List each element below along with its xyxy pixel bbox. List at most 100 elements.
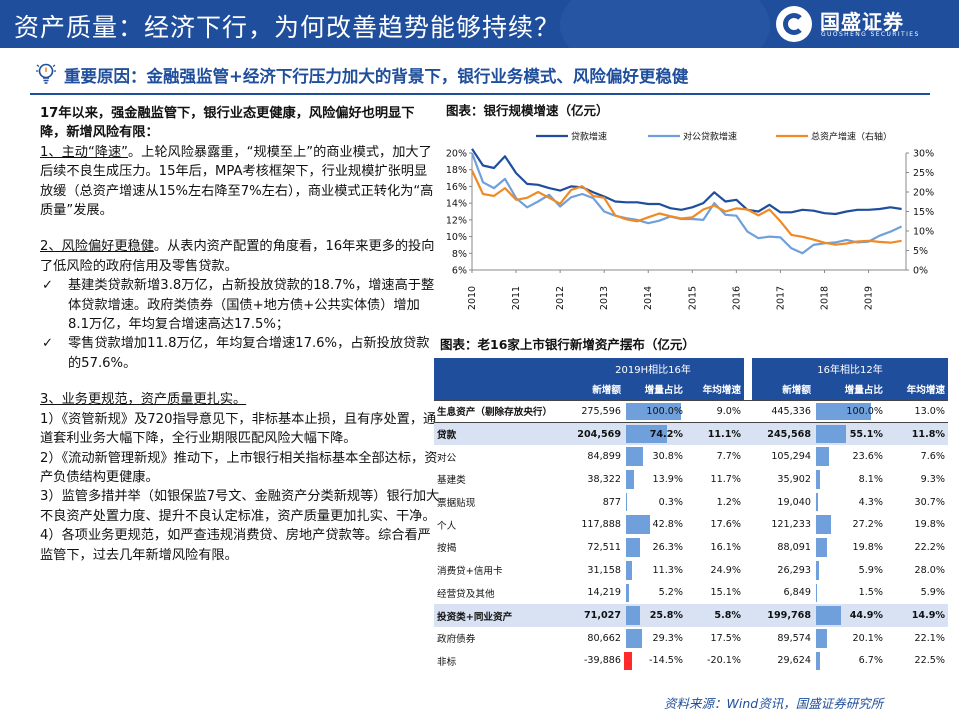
row-label: 按揭 [434,536,562,559]
row-label: 消费贷+信用卡 [434,559,562,582]
header-decoration [560,0,770,48]
annual-growth-cell-value: 9.0% [716,405,741,417]
column-gap [744,422,752,446]
new-amount-cell: 6,849 [752,582,814,605]
annual-growth-cell-value: 22.5% [914,655,946,667]
share-cell-value: 27.2% [852,519,883,531]
share-cell-value: 100.0% [846,405,883,417]
bullet-2-text: 零售贷款增加11.8万亿，年均复合增速17.6%，占新投放贷款的57.6%。 [68,336,430,371]
annual-growth-cell: 9.3% [886,468,948,491]
share-data-bar [816,492,819,512]
new-amount-cell: 84,899 [562,445,624,468]
new-amount-cell: 121,233 [752,513,814,536]
chart-title: 图表：银行规模增速（亿元） [446,103,609,118]
y-right-tick-label: 15% [913,207,934,218]
key-reason-heading: 重要原因：金融强监管+经济下行压力加大的背景下，银行业务模式、风险偏好更稳健 [64,67,689,86]
annual-growth-cell: 11.8% [886,422,949,446]
share-cell-value: 25.8% [649,610,683,622]
bank-growth-line-chart: 6% 8% 10% 12% 14% 16% 18% 20% 0% 5% 10% 15% 20% 25% 30… [446,131,934,311]
new-amount-cell: 245,568 [752,422,814,446]
share-cell-value: 0.3% [658,496,683,508]
new-amount-cell: 445,336 [752,399,814,424]
bullet-1-text: 基建类贷款新增3.8万亿，占新投放贷款的18.7%，增速高于整体贷款增速。政府类… [68,278,435,333]
share-negative-data-bar [624,651,632,671]
annual-growth-cell-value: 13.0% [914,405,946,417]
share-cell: 74.2% [624,422,686,446]
check-icon: ✓ [42,336,54,352]
new-amount-cell-value: 14,219 [587,587,621,599]
annual-growth-cell-value: 5.8% [714,610,741,622]
row-label: 投资类+同业资产 [434,604,562,627]
row-label-value: 个人 [437,520,457,532]
divider [30,93,930,95]
source-note: 资料来源：Wind资讯，国盛证券研究所 [664,696,884,711]
annual-growth-cell: 1.2% [686,491,744,514]
x-tick-label: 2010 [467,286,478,310]
share-cell-value: 13.9% [652,473,683,485]
y-left-tick-label: 8% [452,249,467,260]
legend-label: 总资产增速（右轴） [811,131,892,143]
share-data-bar [626,583,629,603]
row-label-value: 票据贴现 [437,498,476,510]
new-amount-cell-value: 199,768 [767,610,811,622]
row-label-value: 经营贷及其他 [437,588,495,600]
new-amount-cell-value: 204,569 [577,428,621,440]
guosheng-logo-icon [776,6,812,42]
point-3-item-2: 2）《流动新管理新规》推动下，上市银行相关指标基本全部达标，资产负债结构更健康。 [40,450,438,485]
new-amount-cell-value: 6,849 [783,587,811,599]
annual-growth-cell: 5.9% [886,582,948,605]
table-row: 基建类 38,322 13.9% 11.7% 35,902 8.1% 9.3% [434,468,948,491]
row-label: 对公 [434,445,562,468]
new-amount-cell-value: 877 [602,496,621,508]
new-amount-cell-value: 29,624 [777,655,811,667]
annual-growth-cell: 22.2% [886,536,948,559]
check-icon: ✓ [42,278,54,294]
new-amount-cell: 88,091 [752,536,814,559]
table-row: 按揭 72,511 26.3% 16.1% 88,091 19.8% 22.2% [434,536,948,559]
annual-growth-cell-value: 14.9% [911,610,946,622]
asset-allocation-table: 2019H相比16年 16年相比12年 新增额 增量占比 年均增速 新增额 增量… [434,358,949,673]
point-2-body: 。从表内资产配置的角度看，16年来更多的投向了低风险的政府信用及零售贷款。 [40,239,435,274]
table-body: 生息资产（剔除存放央行） 275,596 100.0% 9.0% 445,336 100.… [434,399,949,673]
new-amount-cell-value: 117,888 [581,519,621,531]
new-amount-cell: 26,293 [752,559,814,582]
x-tick-label: 2012 [555,286,566,310]
share-cell-value: 30.8% [652,451,683,463]
row-label-value: 贷款 [437,430,457,442]
annual-growth-cell-value: 11.1% [707,428,741,440]
point-2: 2、风险偏好更稳健。从表内资产配置的角度看，16年来更多的投向了低风险的政府信用… [40,237,440,276]
share-data-bar [816,515,831,535]
share-data-bar [816,425,847,444]
share-cell: 23.6% [814,445,886,468]
group-header-16-vs-12: 16年相比12年 [752,358,949,379]
annual-growth-cell-value: 30.7% [914,496,946,508]
column-header: 增量占比 [814,379,886,400]
bullet-retail: ✓ 零售贷款增加11.8万亿，年均复合增速17.6%，占新投放贷款的57.6%。 [40,334,440,373]
new-amount-cell-value: 245,568 [767,428,811,440]
annual-growth-cell: 17.6% [686,513,744,536]
share-cell-value: 4.3% [858,496,883,508]
row-label: 生息资产（剔除存放央行） [434,399,562,424]
x-tick-label: 2015 [687,286,698,310]
share-cell-value: 1.5% [858,587,883,599]
page-title: 资产质量：经济下行，为何改善趋势能够持续？ [14,13,561,42]
annual-growth-cell-value: 22.2% [914,541,946,553]
new-amount-cell: 19,040 [752,491,814,514]
share-cell-value: 8.1% [858,473,883,485]
annual-growth-cell: 7.7% [686,445,744,468]
x-tick-label: 2016 [731,286,742,310]
new-amount-cell-value: 31,158 [587,564,621,576]
y-left-tick-label: 6% [452,266,467,277]
table-row: 政府债券 80,662 29.3% 17.5% 89,574 20.1% 22.1% [434,626,948,650]
column-gap [744,468,752,491]
y-left-tick-label: 10% [446,232,467,243]
row-label-value: 投资类+同业资产 [437,611,513,623]
annual-growth-cell: 11.7% [686,468,744,491]
share-data-bar [816,402,871,421]
header-bar: 资产质量：经济下行，为何改善趋势能够持续？ 国盛证券 GUOSHENG SECU… [0,0,959,48]
x-tick-label: 2017 [775,286,786,310]
column-gap [744,604,752,627]
row-label: 基建类 [434,468,562,491]
row-label: 非标 [434,650,562,673]
column-header: 新增额 [752,379,814,400]
